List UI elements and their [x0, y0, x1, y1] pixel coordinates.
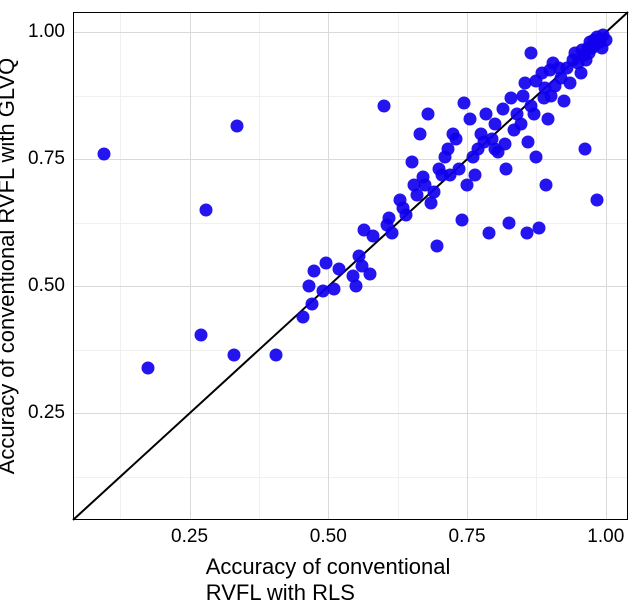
data-point	[469, 168, 482, 181]
data-point	[488, 117, 501, 130]
data-point	[302, 280, 315, 293]
data-point	[422, 107, 435, 120]
data-point	[386, 226, 399, 239]
data-point	[502, 216, 515, 229]
data-point	[498, 138, 511, 151]
data-point	[458, 97, 471, 110]
data-point	[463, 112, 476, 125]
data-point	[563, 77, 576, 90]
data-point	[524, 46, 537, 59]
data-point	[578, 143, 591, 156]
scatter-chart: Accuracy of conventional RVFL with RLS A…	[0, 0, 640, 586]
data-point	[599, 33, 612, 46]
data-point	[430, 239, 443, 252]
data-point	[520, 226, 533, 239]
data-point	[366, 229, 379, 242]
data-point	[194, 328, 207, 341]
data-point	[319, 257, 332, 270]
y-tick-label: 0.75	[28, 148, 65, 170]
data-point	[227, 348, 240, 361]
y-tick-label: 1.00	[28, 21, 65, 43]
data-point	[230, 120, 243, 133]
data-point	[327, 282, 340, 295]
y-axis-title: Accuracy of conventional RVFL with GLVQ	[0, 58, 20, 475]
data-point	[377, 99, 390, 112]
data-point	[200, 204, 213, 217]
data-point	[97, 148, 110, 161]
data-point	[449, 133, 462, 146]
x-tick-label: 0.25	[171, 526, 208, 548]
y-tick-label: 0.25	[28, 402, 65, 424]
data-point	[455, 214, 468, 227]
data-point	[591, 193, 604, 206]
x-tick-label: 0.75	[449, 526, 486, 548]
data-point	[574, 66, 587, 79]
data-point	[515, 117, 528, 130]
data-point	[530, 150, 543, 163]
data-point	[499, 163, 512, 176]
data-point	[363, 267, 376, 280]
data-point	[427, 186, 440, 199]
data-point	[558, 94, 571, 107]
data-point	[297, 310, 310, 323]
data-point	[483, 226, 496, 239]
data-point	[533, 221, 546, 234]
data-point	[540, 178, 553, 191]
x-tick-label: 0.50	[310, 526, 347, 548]
data-point	[350, 280, 363, 293]
x-tick-label: 1.00	[587, 526, 624, 548]
data-point	[400, 209, 413, 222]
data-point	[527, 107, 540, 120]
data-point	[305, 298, 318, 311]
data-point	[413, 127, 426, 140]
y-tick-label: 0.50	[28, 275, 65, 297]
data-point	[405, 155, 418, 168]
data-point	[141, 361, 154, 374]
data-point	[333, 262, 346, 275]
data-point	[541, 112, 554, 125]
plot-panel	[73, 12, 628, 520]
data-point	[383, 211, 396, 224]
data-point	[269, 348, 282, 361]
data-point	[522, 135, 535, 148]
data-point	[452, 163, 465, 176]
x-axis-title: Accuracy of conventional RVFL with RLS	[206, 554, 496, 606]
